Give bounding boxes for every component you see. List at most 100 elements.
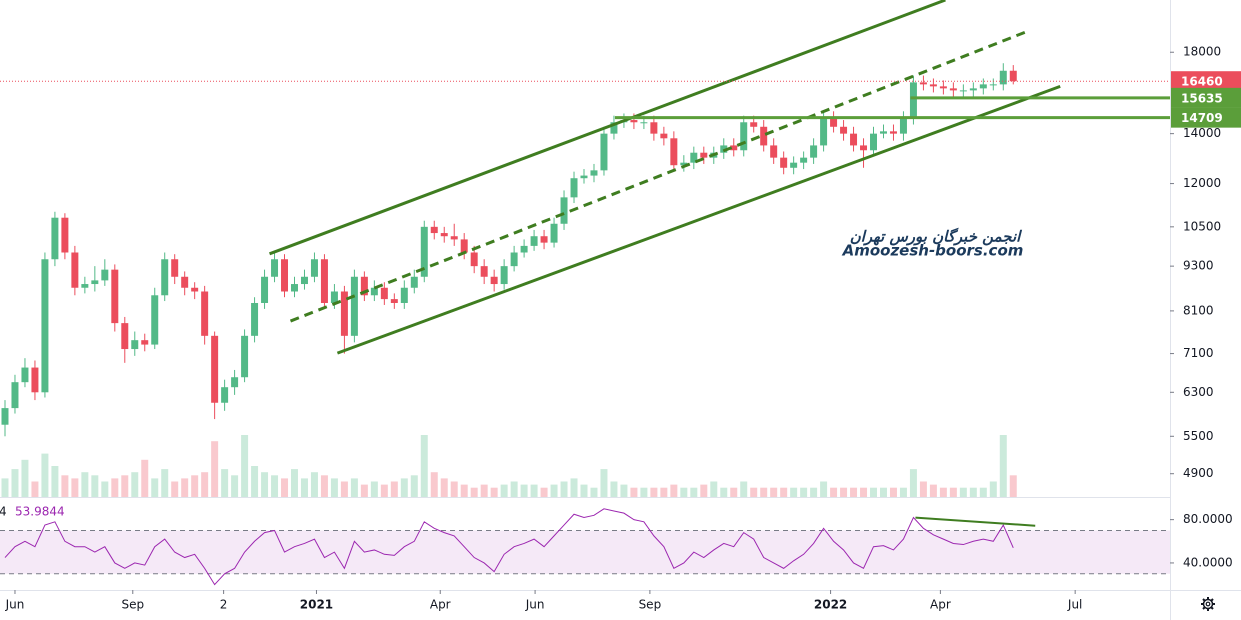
volume-bar [710,481,718,497]
candle-body [61,217,69,253]
candle-body [440,233,448,237]
candle-body [690,152,698,163]
volume-bar [490,487,498,497]
candle-body [700,152,708,158]
volume-bar [201,472,209,497]
candle-body [91,280,99,285]
volume-bar [640,487,648,497]
volume-bar [350,478,358,497]
volume-bar [500,484,508,497]
y-tick-label: 4900 [1183,466,1214,480]
volume-bar [700,484,708,497]
rsi-band [0,530,1170,574]
x-tick-label: Sep [121,598,144,612]
candle-body [281,259,289,292]
candle-body [460,239,468,253]
candle-body [820,117,828,146]
volume-bar [580,484,588,497]
candle-body [790,162,798,168]
volume-bar [131,472,139,497]
candle-body [330,291,338,303]
candle-body [899,117,907,134]
volume-bar [81,472,89,497]
candle-body [181,276,189,288]
candle-body [101,269,109,281]
candle-body [141,340,149,345]
x-tick-label: 2 [220,598,228,612]
volume-bar [121,475,129,497]
current-price-box [1171,71,1241,92]
candle-body [530,236,538,246]
candle-body [720,145,728,153]
candle-body [390,299,398,303]
candle-body [380,287,388,300]
volume-bar [939,487,947,497]
volume-bar [879,487,887,497]
candle-body [879,131,887,134]
volume-bar [330,478,338,497]
volume-bar [430,472,438,497]
candle-body [760,126,768,146]
candle-body [800,157,808,163]
candle-body [400,287,408,303]
candle-body [111,269,119,324]
volume-bar [211,441,219,497]
volume-bar [450,481,458,497]
candle-body [161,259,169,296]
volume-bar [850,487,858,497]
volume-bar [151,478,159,497]
volume-bar [820,481,828,497]
settings-icon[interactable] [1201,597,1215,611]
volume-bar [810,487,818,497]
candle-body [949,88,957,91]
candle-body [909,82,917,118]
volume-bar [281,478,289,497]
volume-bar [360,484,368,497]
trendline [289,30,1026,323]
candle-body [989,84,997,86]
volume-bar [570,478,578,497]
y-tick-label: 18000 [1183,45,1221,59]
candle-body [650,122,658,134]
candle-body [121,323,129,350]
volume-bar [31,481,39,497]
candle-body [71,252,79,288]
volume-group [1,435,1017,497]
volume-bar [480,484,488,497]
volume-bar [800,487,808,497]
candle-body [810,145,818,158]
volume-bar [370,481,378,497]
volume-bar [1,478,9,497]
candle-body [919,82,927,85]
volume-bar [969,487,977,497]
volume-bar [830,487,838,497]
y-tick-label: 6300 [1183,385,1214,399]
volume-bar [21,459,29,497]
volume-bar [161,469,169,497]
volume-bar [650,487,658,497]
volume-bar [660,487,668,497]
volume-bar [929,484,937,497]
volume-bar [300,478,308,497]
candle-body [929,84,937,87]
volume-bar [889,487,897,497]
volume-bar [750,487,758,497]
volume-bar [11,469,19,497]
volume-bar [380,484,388,497]
x-tick-label: 2021 [300,598,333,612]
volume-bar [420,435,428,497]
candle-body [370,287,378,296]
candle-body [480,266,488,277]
candle-body [430,226,438,234]
volume-bar [171,481,179,497]
candle-body [850,133,858,146]
volume-bar [221,469,229,497]
level-box [1171,107,1241,128]
volume-bar [51,466,59,497]
volume-bar [949,487,957,497]
volume-bar [979,487,987,497]
y-tick-label: 12000 [1183,176,1221,190]
candle-body [31,367,39,393]
